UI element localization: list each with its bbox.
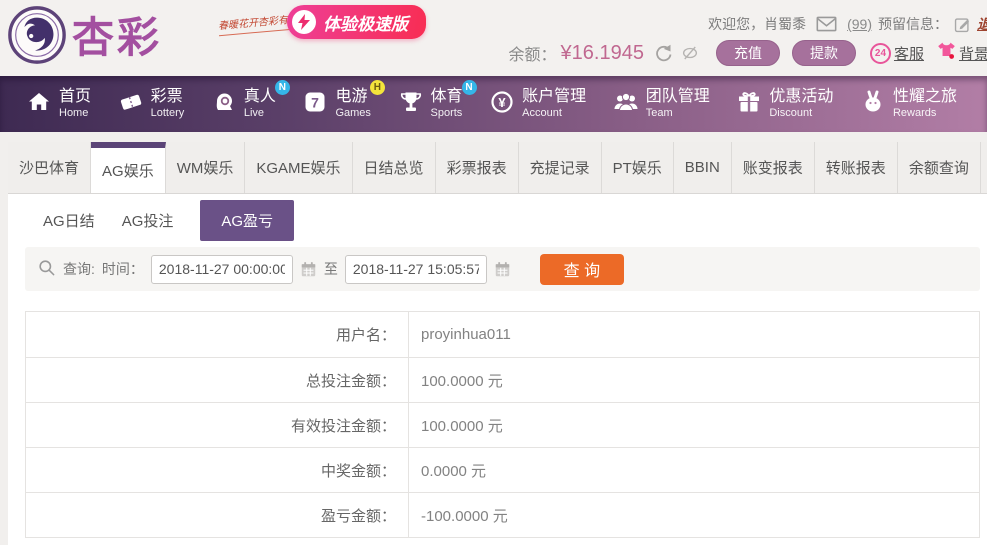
tab-wm-entertainment[interactable]: WM娱乐 — [166, 142, 246, 193]
nav-item-lottery[interactable]: 彩票 Lottery — [118, 88, 184, 120]
tab-shaba-sports[interactable]: 沙巴体育 — [8, 142, 92, 193]
nav-item-games[interactable]: 7 电游 H Games — [302, 80, 385, 120]
row-value: proyinhua011 — [408, 312, 979, 357]
tab-balance-query[interactable]: 余额查询 — [898, 142, 981, 193]
table-row: 用户名： proyinhua011 — [26, 312, 979, 357]
row-value: 0.0000 元 — [408, 448, 979, 492]
welcome-text: 欢迎您，肖蜀黍 — [708, 16, 807, 32]
mail-icon[interactable] — [816, 16, 837, 32]
subtab-ag-profit-loss[interactable]: AG盈亏 — [200, 200, 295, 241]
logo[interactable]: 杏彩 — [6, 4, 162, 71]
row-value: -100.0000 元 — [408, 493, 979, 537]
nav-item-home[interactable]: 首页 Home — [26, 88, 91, 119]
new-badge: N — [461, 80, 477, 96]
reserved-info-label: 预留信息： — [878, 16, 948, 32]
nav-item-account[interactable]: ¥ 账户管理 Account — [489, 88, 586, 119]
nav-item-team[interactable]: 团队管理 Team — [613, 88, 710, 119]
header: 杏彩 春暖花开杏彩有你! 体验极速版 欢迎您，肖蜀黍 (99) 预留信息： 退出… — [0, 0, 987, 76]
subtab-ag-daily[interactable]: AG日结 — [43, 213, 95, 230]
nav-item-sports[interactable]: 体育 N Sports — [398, 80, 477, 120]
to-label: 至 — [323, 261, 338, 277]
tab-pt-entertainment[interactable]: PT娱乐 — [602, 142, 674, 193]
tab-deposit-withdraw[interactable]: 充提记录 — [519, 142, 602, 193]
table-row: 有效投注金额： 100.0000 元 — [26, 402, 979, 447]
subtab-ag-bets[interactable]: AG投注 — [121, 213, 174, 230]
time-label: 时间： — [101, 261, 144, 277]
new-badge: N — [274, 80, 290, 96]
service-24-icon: 24 — [869, 42, 891, 64]
nav-item-rewards[interactable]: 性耀之旅 Rewards — [860, 88, 957, 119]
team-people-icon — [613, 89, 639, 120]
tab-lottery-report[interactable]: 彩票报表 — [436, 142, 519, 193]
table-row: 中奖金额： 0.0000 元 — [26, 447, 979, 492]
withdraw-button[interactable]: 提款 — [791, 40, 856, 66]
mail-count-link[interactable]: (99) — [847, 16, 872, 32]
tab-transfer-report[interactable]: 转账报表 — [815, 142, 898, 193]
logo-emblem-icon — [6, 4, 68, 71]
sub-tab-bar: AG日结 AG投注 AG盈亏 — [8, 194, 987, 247]
live-person-icon — [211, 89, 237, 120]
row-label: 有效投注金额： — [290, 417, 396, 435]
tab-bbin[interactable]: BBIN — [674, 142, 732, 193]
query-label: 查询: — [63, 261, 95, 277]
gap-strip — [0, 132, 987, 142]
row-label: 盈亏金额： — [320, 507, 396, 525]
table-row: 盈亏金额： -100.0000 元 — [26, 492, 979, 537]
main-nav: 首页 Home 彩票 Lottery 真人 N Live 7 电游 H Games 体育 N S… — [0, 76, 987, 132]
home-icon — [26, 89, 52, 120]
refresh-icon[interactable] — [654, 44, 672, 62]
balance-bar: 余额： ¥16.1945 充值 提款 24 客服 背景 — [509, 40, 987, 66]
svg-text:¥: ¥ — [499, 94, 507, 109]
gift-icon — [736, 89, 762, 120]
report-tab-bar: 沙巴体育 AG娱乐 WM娱乐 KGAME娱乐 日结总览 彩票报表 充提记录 PT… — [8, 142, 987, 194]
nav-item-live[interactable]: 真人 N Live — [211, 80, 290, 120]
customer-service-link[interactable]: 24 客服 — [869, 42, 924, 64]
lightning-icon — [292, 10, 316, 34]
tab-ag-entertainment[interactable]: AG娱乐 — [91, 142, 166, 193]
row-label: 用户名： — [335, 327, 396, 344]
edit-icon[interactable] — [954, 16, 971, 33]
tshirt-icon — [936, 41, 957, 65]
date-from-input[interactable] — [150, 254, 293, 284]
svg-text:7: 7 — [312, 94, 320, 110]
user-bar: 欢迎您，肖蜀黍 (99) 预留信息： 退出 — [708, 14, 987, 34]
balance-value: ¥16.1945 — [560, 41, 644, 64]
query-panel: 查询: 时间： 至 查 询 — [25, 247, 980, 291]
date-to-input[interactable] — [344, 254, 487, 284]
calendar-icon[interactable] — [494, 261, 511, 278]
logout-link[interactable]: 退出 — [977, 14, 987, 34]
tab-daily-summary[interactable]: 日结总览 — [353, 142, 436, 193]
trophy-icon — [398, 89, 424, 120]
rabbit-icon — [860, 89, 886, 120]
coin-yuan-icon: ¥ — [489, 89, 515, 120]
profit-loss-table: 用户名： proyinhua011 总投注金额： 100.0000 元 有效投注… — [25, 311, 980, 538]
content-area: 沙巴体育 AG娱乐 WM娱乐 KGAME娱乐 日结总览 彩票报表 充提记录 PT… — [8, 142, 987, 545]
query-submit-button[interactable]: 查 询 — [539, 253, 624, 285]
row-value: 100.0000 元 — [408, 403, 979, 447]
ticket-icon — [118, 89, 144, 120]
row-value: 100.0000 元 — [408, 358, 979, 402]
fast-version-badge[interactable]: 体验极速版 — [287, 5, 426, 39]
calendar-icon[interactable] — [300, 261, 317, 278]
hot-badge: H — [369, 80, 385, 96]
background-toggle-link[interactable]: 背景 — [936, 41, 987, 65]
row-label: 总投注金额： — [305, 372, 396, 390]
logo-text: 杏彩 — [72, 13, 163, 61]
recharge-button[interactable]: 充值 — [715, 40, 780, 66]
balance-label: 余额： — [508, 47, 557, 64]
search-icon — [37, 258, 56, 280]
tab-account-change[interactable]: 账变报表 — [732, 142, 815, 193]
hide-balance-icon[interactable] — [680, 44, 700, 62]
nav-item-discount[interactable]: 优惠活动 Discount — [736, 88, 833, 119]
row-label: 中奖金额： — [320, 462, 396, 480]
games-7-icon: 7 — [302, 89, 328, 120]
tab-kgame[interactable]: KGAME娱乐 — [245, 142, 353, 193]
table-row: 总投注金额： 100.0000 元 — [26, 357, 979, 402]
